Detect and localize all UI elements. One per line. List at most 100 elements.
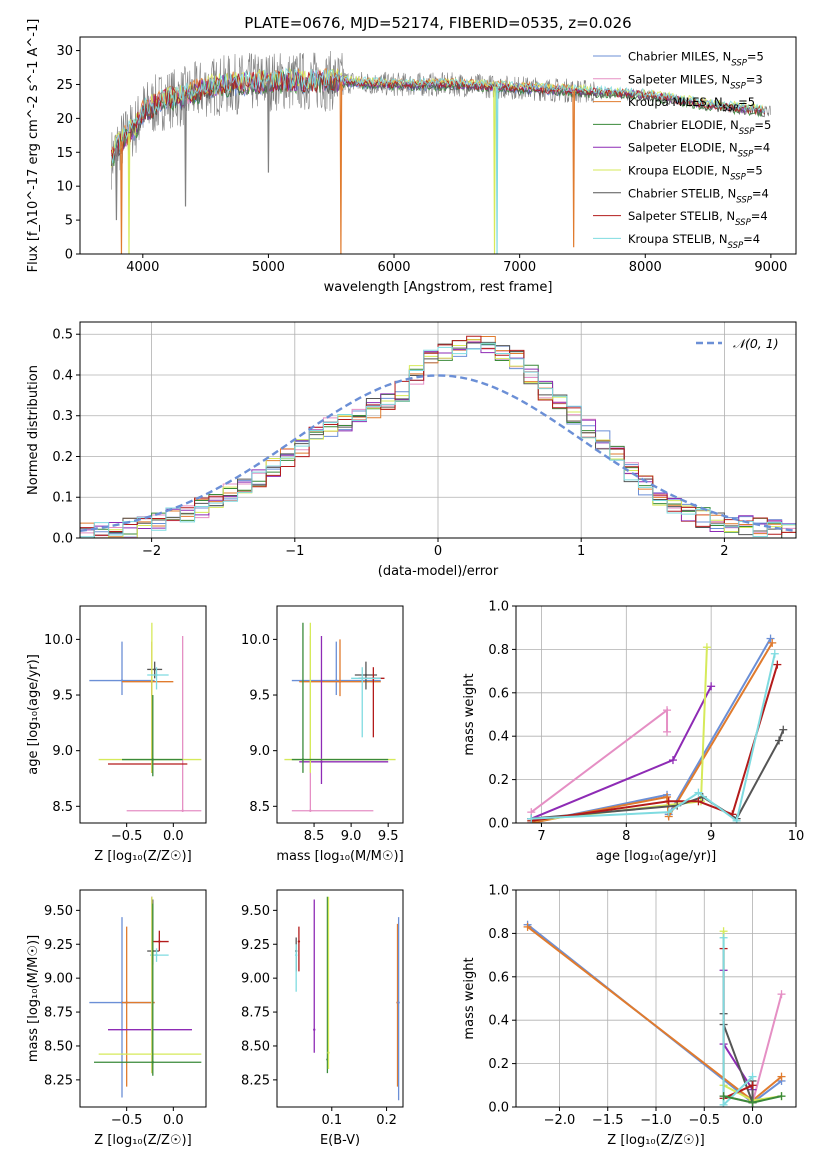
spectrum-spike [339, 81, 343, 254]
mass-vs-ebv-panel: 0.1 0.2 8.25 8.50 8.75 9.00 9.25 9.50 E(B-V) [241, 889, 404, 1148]
weight-series-line [530, 708, 669, 813]
spectrum-spike [120, 141, 123, 254]
x-axis-label: E(B-V) [320, 1133, 360, 1148]
legend-count: =5 [746, 164, 763, 178]
legend-subscript: SSP [738, 150, 754, 160]
data-point [338, 680, 342, 683]
legend-count: =5 [747, 50, 764, 64]
legend-entry: Salpeter ELODIE, NSSP=4 [628, 141, 770, 160]
y-tick-label: 0.4 [488, 730, 509, 745]
y-tick-label: 8.25 [241, 1073, 270, 1088]
y-tick-label: 9.5 [52, 689, 73, 704]
legend-count: =5 [754, 118, 771, 132]
x-tick-label: −0.5 [111, 829, 143, 844]
x-tick-label: 4000 [126, 260, 159, 275]
x-axis-label: wavelength [Angstrom, rest frame] [324, 280, 553, 295]
y-tick-label: 0.6 [488, 970, 509, 985]
histogram-step-line [80, 342, 796, 538]
data-point [294, 953, 298, 957]
legend-subscript: SSP [723, 104, 739, 114]
data-point [313, 1028, 316, 1031]
y-tick-label: 0.2 [488, 1057, 509, 1072]
x-tick-label: 7000 [503, 260, 536, 275]
y-axis-label: age [log₁₀(age/yr)] [26, 654, 41, 775]
legend-count: =4 [751, 209, 768, 223]
legend-entry: Kroupa MILES, NSSP=5 [628, 95, 755, 114]
y-tick-label: 8.25 [44, 1073, 73, 1088]
y-tick-label: 0.2 [52, 450, 73, 465]
y-axis-label: mass [log₁₀(M/M☉)] [26, 935, 41, 1062]
y-tick-label: 15 [56, 146, 73, 161]
y-tick-label: 0 [65, 248, 73, 263]
x-tick-label: 8.5 [304, 829, 325, 844]
x-tick-label: 0 [434, 544, 442, 559]
spectrum-spike [493, 86, 496, 254]
x-tick-label: 8 [622, 829, 630, 844]
axes-frame [79, 889, 207, 1108]
data-point [125, 1001, 128, 1004]
y-tick-label: 9.25 [241, 938, 270, 953]
age-vs-metallicity-panel: −0.5 0.0 8.5 9.0 9.5 10.0 Z [log₁₀(Z/Z☉)] age [… [26, 605, 207, 864]
weight-series-line [531, 638, 772, 823]
legend: Chabrier MILES, NSSP=5 Salpeter MILES, NS… [593, 50, 771, 251]
legend-count: =5 [738, 95, 755, 109]
legend-entry: Chabrier STELIB, NSSP=4 [628, 186, 769, 205]
data-point [364, 673, 368, 677]
legend-entry: Salpeter STELIB, NSSP=4 [628, 209, 768, 228]
spectrum-spike [267, 81, 270, 173]
spectrum-spike [572, 90, 576, 248]
y-tick-label: 9.00 [241, 972, 270, 987]
axes-frame [276, 605, 404, 824]
y-tick-label: 0.8 [488, 643, 509, 658]
figure-title: PLATE=0676, MJD=52174, FIBERID=0535, z=0… [244, 14, 631, 32]
y-tick-label: 8.5 [249, 800, 270, 815]
x-tick-label: −1 [285, 544, 304, 559]
legend-subscript: SSP [730, 81, 746, 91]
plot-area [523, 920, 786, 1107]
x-tick-label: 0.1 [321, 1113, 342, 1128]
y-tick-label: 0.0 [52, 532, 73, 547]
legend-subscript: SSP [731, 59, 747, 69]
x-tick-label: 7 [537, 829, 545, 844]
y-tick-label: 0.0 [488, 817, 509, 832]
weight-series-line [722, 937, 754, 1107]
x-tick-label: −0.5 [688, 1113, 720, 1128]
data-point [301, 758, 305, 761]
y-tick-label: 0.1 [52, 491, 73, 506]
data-point [155, 673, 158, 677]
data-point [320, 760, 323, 763]
y-tick-label: 10.0 [241, 633, 270, 648]
x-tick-label: −1.5 [592, 1113, 624, 1128]
data-point [153, 668, 156, 671]
spectrum-spike [495, 86, 499, 254]
y-axis-label: mass weight [462, 673, 477, 755]
weight-vs-age-panel: 7 8 9 10 0.0 0.2 0.4 0.6 0.8 1.0 age [log₁₀(age/yr… [462, 600, 804, 865]
axes-frame [79, 36, 797, 255]
x-tick-label: −1.0 [640, 1113, 672, 1128]
data-point [327, 1051, 330, 1054]
plot-area [80, 335, 796, 538]
x-tick-label: 0.2 [376, 1113, 397, 1128]
x-axis-label: Z [log₁₀(Z/Z☉)] [94, 1133, 191, 1148]
plot-area [284, 622, 396, 812]
x-tick-label: 0.0 [163, 1113, 184, 1128]
legend-subscript: SSP [735, 218, 751, 228]
y-tick-label: 8.50 [44, 1039, 73, 1054]
y-tick-label: 9.5 [249, 689, 270, 704]
legend-subscript: SSP [730, 173, 746, 183]
legend-entry: Chabrier MILES, NSSP=5 [628, 50, 764, 69]
y-tick-label: 0.4 [52, 368, 73, 383]
model-spectrum-line [110, 67, 766, 164]
y-tick-label: 1.0 [488, 600, 509, 615]
x-tick-label: −2.0 [544, 1113, 576, 1128]
y-tick-label: 20 [56, 112, 73, 127]
x-axis-label: Z [log₁₀(Z/Z☉)] [607, 1133, 704, 1148]
x-tick-label: 2 [720, 544, 728, 559]
x-tick-label: 10 [788, 829, 805, 844]
x-tick-label: 9.5 [378, 829, 399, 844]
weight-vs-metallicity-panel: −2.0 −1.5 −1.0 −0.5 0.0 0.0 0.2 0.4 0.6 0.8 1.0 Z [… [462, 884, 797, 1148]
legend: 𝒩(0, 1) [696, 336, 779, 351]
data-point [181, 809, 184, 812]
x-tick-label: 9.0 [341, 829, 362, 844]
x-tick-label: 0.0 [742, 1113, 763, 1128]
